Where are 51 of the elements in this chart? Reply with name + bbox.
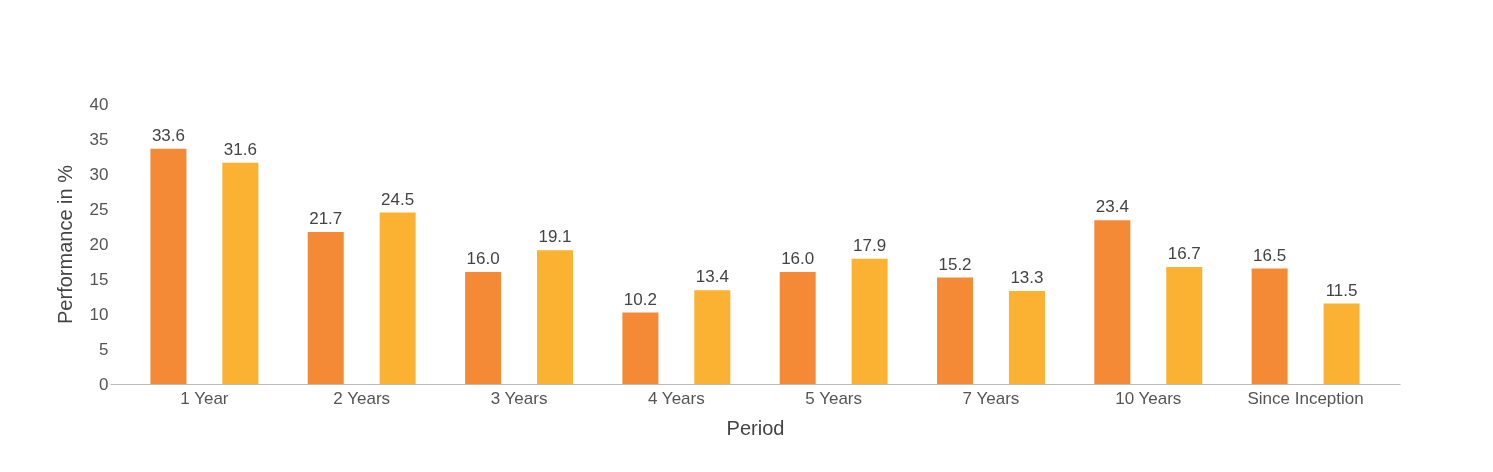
x-tick-label: 10 Years [1115, 388, 1182, 408]
x-tick-label: 5 Years [805, 388, 863, 408]
x-tick-label: 7 Years [962, 388, 1020, 408]
bar [622, 312, 659, 384]
data-label: 33.6 [151, 125, 185, 145]
data-label: 16.7 [1167, 244, 1201, 264]
y-tick-label: 15 [89, 269, 109, 289]
data-label: 11.5 [1325, 280, 1358, 300]
bar [851, 258, 888, 384]
bar [1323, 303, 1360, 384]
data-label: 13.3 [1010, 267, 1044, 287]
data-label: 16.0 [466, 249, 500, 268]
bar [1166, 267, 1203, 384]
bar [779, 272, 816, 384]
y-tick-label: 5 [99, 339, 109, 359]
data-label: 16.0 [781, 249, 815, 268]
y-tick-label: 10 [89, 304, 109, 324]
data-label: 16.5 [1253, 245, 1287, 265]
x-tick-label: 1 Year [180, 388, 229, 408]
bar [150, 148, 187, 384]
data-label: 19.1 [538, 227, 572, 247]
bar [222, 162, 259, 384]
data-label: 13.4 [695, 267, 729, 287]
data-label: 24.5 [381, 189, 415, 209]
data-label: 31.6 [223, 139, 257, 159]
x-tick-label: 2 Years [333, 388, 391, 408]
bar [465, 272, 502, 384]
bar [379, 212, 416, 384]
y-tick-label: 40 [89, 94, 109, 114]
bar [694, 290, 731, 384]
data-label: 23.4 [1095, 197, 1129, 217]
bar [1251, 268, 1288, 384]
x-axis-title: Period [726, 416, 785, 439]
y-tick-label: 0 [99, 374, 109, 394]
x-tick-label: 3 Years [490, 388, 548, 408]
y-tick-label: 20 [89, 234, 109, 254]
x-tick-label: Since Inception [1247, 388, 1364, 408]
data-label: 17.9 [853, 235, 887, 255]
data-label: 10.2 [623, 289, 657, 309]
x-tick-label: 4 Years [647, 388, 705, 408]
bar [536, 250, 573, 384]
y-tick-label: 25 [89, 199, 109, 219]
bar [1094, 220, 1131, 384]
y-tick-label: 30 [89, 164, 109, 184]
data-label: 21.7 [309, 209, 343, 229]
y-axis-title: Performance in % [53, 164, 76, 324]
bar [307, 232, 344, 384]
bar [1008, 290, 1045, 384]
bar [937, 277, 974, 384]
data-label: 15.2 [938, 254, 972, 274]
y-tick-label: 35 [89, 129, 109, 149]
